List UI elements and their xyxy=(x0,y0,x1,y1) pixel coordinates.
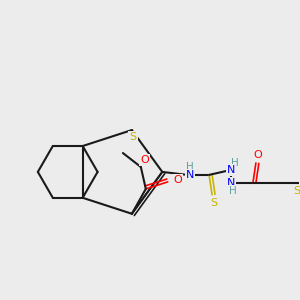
Text: N: N xyxy=(186,170,194,180)
Text: N: N xyxy=(227,165,235,175)
Text: S: S xyxy=(129,132,137,142)
Text: H: H xyxy=(186,162,194,172)
Text: S: S xyxy=(293,186,300,196)
Text: O: O xyxy=(254,150,262,160)
Text: O: O xyxy=(173,175,182,185)
Text: N: N xyxy=(227,178,235,188)
Text: S: S xyxy=(211,198,218,208)
Text: H: H xyxy=(231,158,239,168)
Text: O: O xyxy=(140,155,149,165)
Text: H: H xyxy=(229,186,237,196)
